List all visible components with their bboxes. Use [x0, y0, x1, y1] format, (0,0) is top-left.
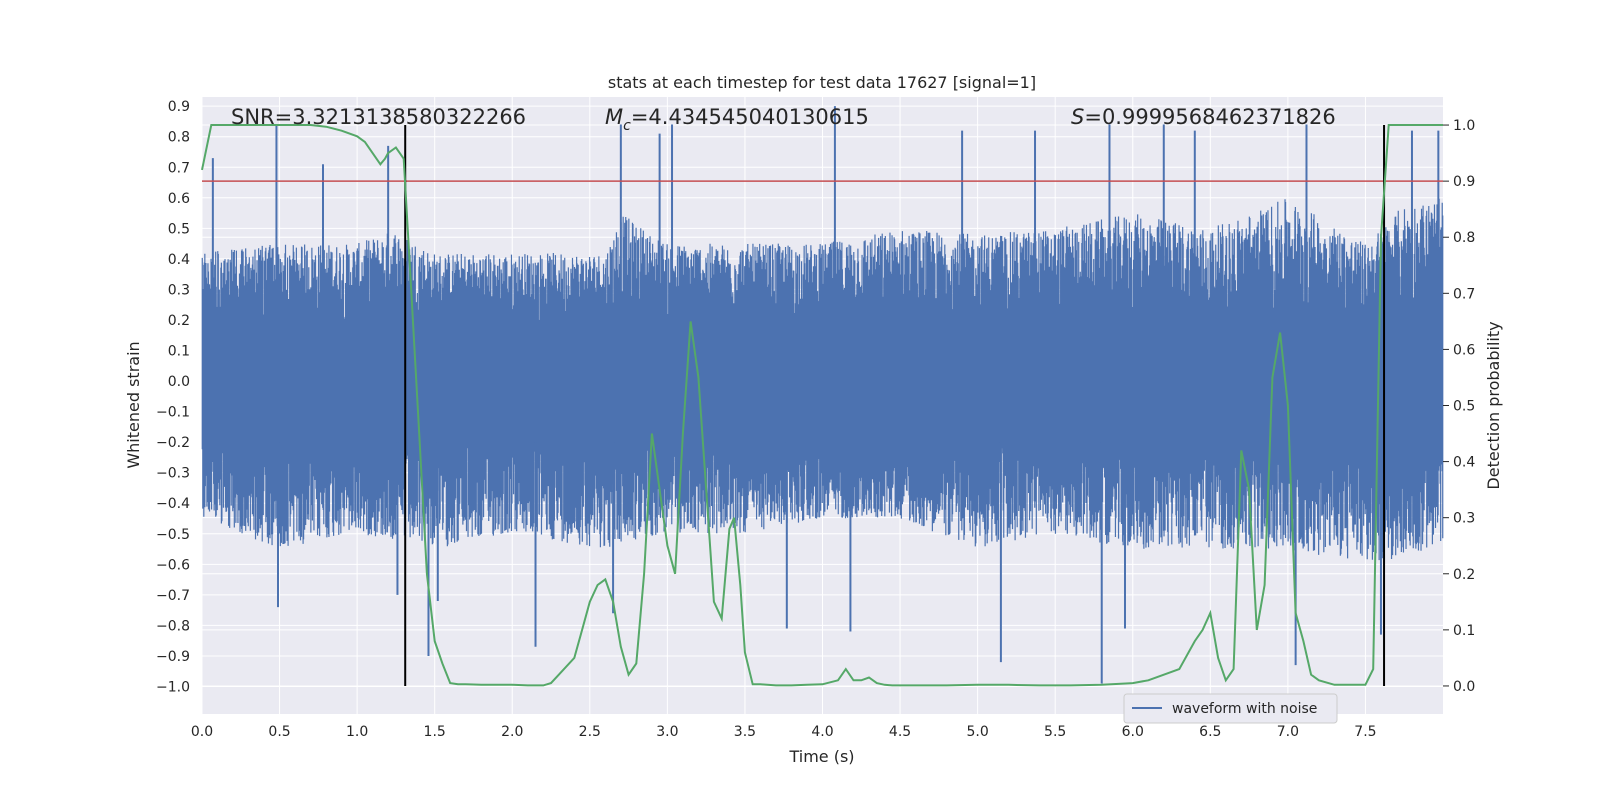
significance-value: =0.9999568462371826 [1084, 105, 1335, 129]
x-tick-label: 1.5 [424, 724, 446, 740]
y-left-tick-label: −0.8 [156, 618, 190, 634]
chart-title: stats at each timestep for test data 176… [608, 73, 1036, 92]
x-tick-label: 7.5 [1354, 724, 1376, 740]
y-right-tick-label: 0.7 [1453, 286, 1475, 302]
y-right-tick-label: 1.0 [1453, 118, 1475, 134]
y-left-tick-label: −0.3 [156, 466, 190, 482]
y-left-tick-label: 0.7 [168, 160, 190, 176]
probability-line [201, 124, 1443, 687]
significance-annotation: S=0.9999568462371826 [1071, 105, 1336, 129]
x-tick-label: 2.0 [501, 724, 523, 740]
y-left-tick-label: 0.8 [168, 130, 190, 146]
x-tick-label: 3.5 [734, 724, 756, 740]
x-tick-label: 0.0 [191, 724, 213, 740]
x-tick-label: 6.5 [1199, 724, 1221, 740]
chirp-mass-value: =4.434545040130615 [631, 105, 869, 129]
y-left-axis-label: Whitened strain [124, 341, 143, 468]
y-left-tick-label: 0.1 [168, 344, 190, 360]
y-left-tick-label: −0.9 [156, 649, 190, 665]
waveform-core-band [202, 319, 1443, 443]
y-left-tick-label: −0.4 [156, 496, 190, 512]
x-tick-label: 5.5 [1044, 724, 1066, 740]
x-tick-label: 2.5 [579, 724, 601, 740]
y-left-tick-label: 0.9 [168, 99, 190, 115]
snr-annotation: SNR=3.3213138580322266 [231, 105, 526, 129]
y-left-tick-label: 0.5 [168, 221, 190, 237]
y-right-tick-label: 0.4 [1453, 455, 1475, 471]
y-left-tick-label: 0.4 [168, 252, 190, 268]
probability-series [201, 124, 1443, 687]
y-left-tick-label: −0.5 [156, 527, 190, 543]
y-left-axis-ticks: 0.9 0.8 0.7 0.6 0.5 0.4 0.3 0.2 0.1 0.0 −0.1 −0.2 −0… [156, 99, 190, 695]
overlay-lines [202, 125, 1443, 686]
x-tick-label: 6.0 [1122, 724, 1144, 740]
y-right-axis-label: Detection probability [1484, 321, 1503, 489]
x-tick-label: 7.0 [1277, 724, 1299, 740]
legend: waveform with noise [1123, 693, 1338, 724]
y-right-tick-label: 0.8 [1453, 230, 1475, 246]
chirp-mass-subscript: c [623, 118, 631, 134]
legend-label: waveform with noise [1172, 701, 1317, 717]
y-right-tick-label: 0.3 [1453, 511, 1475, 527]
y-right-tick-label: 0.9 [1453, 174, 1475, 190]
x-tick-label: 0.5 [268, 724, 290, 740]
y-left-tick-label: −0.7 [156, 588, 190, 604]
x-tick-label: 1.0 [346, 724, 368, 740]
significance-symbol: S [1071, 105, 1084, 129]
y-right-tick-label: 0.0 [1453, 679, 1475, 695]
x-tick-label: 3.0 [656, 724, 678, 740]
y-right-tick-label: 0.6 [1453, 342, 1475, 358]
y-left-tick-label: 0.2 [168, 313, 190, 329]
chirp-mass-annotation: Mc=4.434545040130615 [605, 105, 869, 134]
x-axis-label: Time (s) [788, 747, 854, 766]
y-left-tick-label: −0.1 [156, 405, 190, 421]
y-left-tick-label: −1.0 [156, 680, 190, 696]
y-left-tick-label: 0.3 [168, 282, 190, 298]
x-tick-label: 4.0 [811, 724, 833, 740]
legend-box [1123, 693, 1338, 724]
x-tick-label: 5.0 [966, 724, 988, 740]
x-tick-label: 4.5 [889, 724, 911, 740]
y-right-tick-label: 0.2 [1453, 567, 1475, 583]
y-left-tick-label: 0.6 [168, 191, 190, 207]
waveform-series [201, 106, 1444, 684]
chirp-mass-symbol: M [605, 105, 623, 129]
y-right-tick-label: 0.1 [1453, 623, 1475, 639]
y-left-tick-label: −0.6 [156, 557, 190, 573]
y-left-tick-label: 0.0 [168, 374, 190, 390]
y-right-axis-ticks: 1.0 0.9 0.8 0.7 0.6 0.5 0.4 0.3 0.2 0.1 0.0 [1443, 118, 1475, 695]
x-axis-ticks: 0.0 0.5 1.0 1.5 2.0 2.5 3.0 3.5 4.0 4.5 5.0 5.5 6.0 6… [191, 724, 1377, 740]
y-left-tick-label: −0.2 [156, 435, 190, 451]
y-right-tick-label: 0.5 [1453, 399, 1475, 415]
